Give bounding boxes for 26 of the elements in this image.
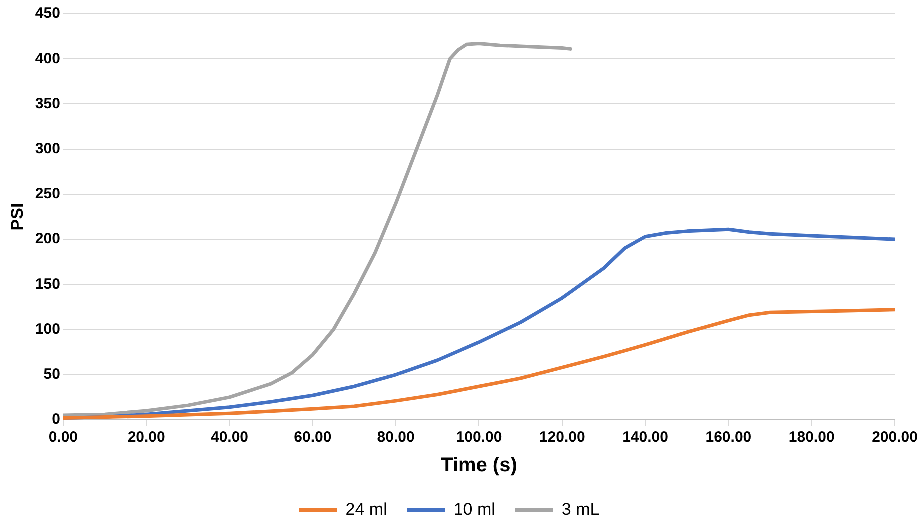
y-tick-label: 50 xyxy=(44,366,60,384)
x-tick-label: 20.00 xyxy=(128,429,166,446)
y-tick-label: 0 xyxy=(52,411,60,428)
y-tick-label: 450 xyxy=(35,5,60,22)
y-tick-label: 250 xyxy=(35,186,60,203)
legend-label: 3 mL xyxy=(562,500,600,520)
legend-label: 24 ml xyxy=(346,500,388,520)
y-tick-label: 100 xyxy=(35,320,60,338)
legend-label: 10 ml xyxy=(454,500,496,520)
x-tick-label: 180.00 xyxy=(788,429,835,446)
y-axis-title: PSI xyxy=(8,203,27,231)
y-tick-label: 150 xyxy=(35,276,60,293)
x-tick-label: 140.00 xyxy=(622,429,668,446)
x-tick-label: 100.00 xyxy=(456,429,502,446)
x-tick-label: 80.00 xyxy=(377,429,415,446)
x-tick-label: 200.00 xyxy=(872,429,918,446)
x-tick-label: 60.00 xyxy=(294,429,332,446)
x-tick-label: 120.00 xyxy=(539,429,586,446)
y-tick-label: 200 xyxy=(35,230,60,248)
x-tick-label: 0.00 xyxy=(48,429,78,446)
x-tick-label: 160.00 xyxy=(706,429,752,446)
x-tick-label: 40.00 xyxy=(210,429,249,446)
y-tick-label: 300 xyxy=(35,140,60,158)
x-axis-title: Time (s) xyxy=(441,454,518,477)
y-tick-label: 400 xyxy=(35,50,60,68)
y-tick-label: 350 xyxy=(35,95,60,112)
